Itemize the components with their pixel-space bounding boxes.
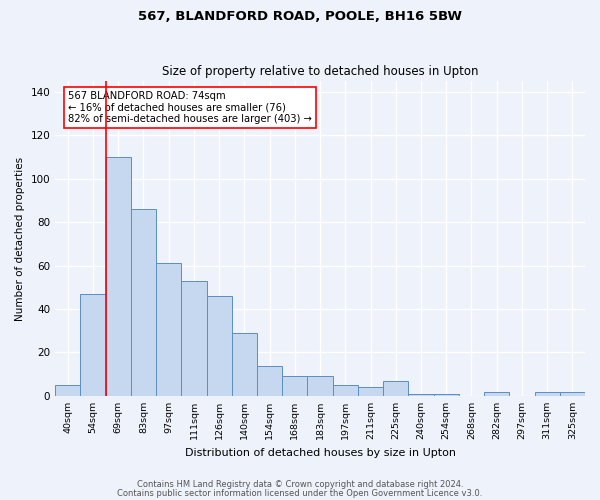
Text: 567 BLANDFORD ROAD: 74sqm
← 16% of detached houses are smaller (76)
82% of semi-: 567 BLANDFORD ROAD: 74sqm ← 16% of detac… bbox=[68, 90, 312, 124]
Title: Size of property relative to detached houses in Upton: Size of property relative to detached ho… bbox=[162, 66, 478, 78]
Bar bbox=[282, 376, 307, 396]
Bar bbox=[131, 209, 156, 396]
Bar bbox=[106, 157, 131, 396]
Bar bbox=[484, 392, 509, 396]
Bar bbox=[232, 333, 257, 396]
Text: Contains public sector information licensed under the Open Government Licence v3: Contains public sector information licen… bbox=[118, 488, 482, 498]
Bar bbox=[206, 296, 232, 396]
Text: 567, BLANDFORD ROAD, POOLE, BH16 5BW: 567, BLANDFORD ROAD, POOLE, BH16 5BW bbox=[138, 10, 462, 23]
Bar bbox=[156, 264, 181, 396]
Bar bbox=[257, 366, 282, 396]
Bar bbox=[358, 387, 383, 396]
Y-axis label: Number of detached properties: Number of detached properties bbox=[15, 156, 25, 320]
Bar bbox=[434, 394, 459, 396]
Bar bbox=[80, 294, 106, 396]
X-axis label: Distribution of detached houses by size in Upton: Distribution of detached houses by size … bbox=[185, 448, 455, 458]
Bar bbox=[383, 380, 409, 396]
Bar bbox=[409, 394, 434, 396]
Bar bbox=[55, 385, 80, 396]
Bar bbox=[560, 392, 585, 396]
Bar bbox=[181, 281, 206, 396]
Bar bbox=[307, 376, 332, 396]
Bar bbox=[535, 392, 560, 396]
Bar bbox=[332, 385, 358, 396]
Text: Contains HM Land Registry data © Crown copyright and database right 2024.: Contains HM Land Registry data © Crown c… bbox=[137, 480, 463, 489]
